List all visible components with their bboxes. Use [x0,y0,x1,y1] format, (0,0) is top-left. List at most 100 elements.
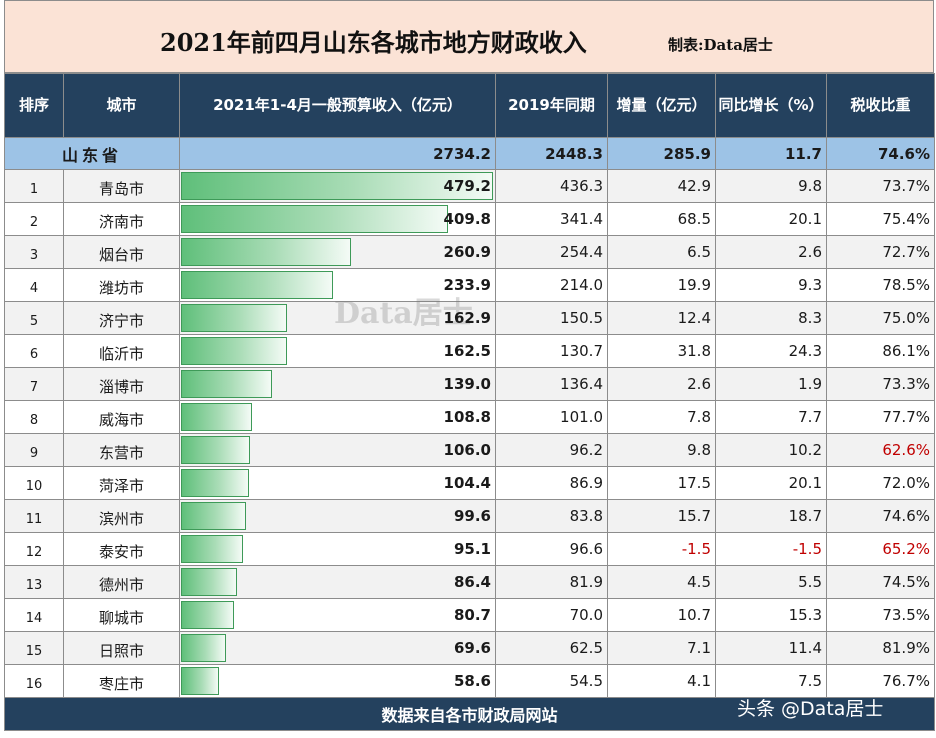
city-cell: 济宁市 [63,301,180,335]
table-row: 4 潍坊市 233.9 214.0 19.9 9.3 78.5% [4,268,935,302]
rank-cell: 11 [4,499,64,533]
increase-cell: 7.8 [607,400,716,434]
prev-cell: 83.8 [495,499,608,533]
growth-cell: 15.3 [715,598,827,632]
rank-cell: 14 [4,598,64,632]
revenue-bar [181,568,237,596]
revenue-bar [181,337,287,365]
growth-cell: 18.7 [715,499,827,533]
revenue-value: 86.4 [453,573,491,591]
growth-cell: 7.7 [715,400,827,434]
revenue-bar [181,535,243,563]
city-cell: 菏泽市 [63,466,180,500]
rank-cell: 2 [4,202,64,236]
header-row: 排序 城市 2021年1-4月一般预算收入（亿元） 2019年同期 增量（亿元）… [4,73,935,138]
increase-cell: -1.5 [607,532,716,566]
increase-cell: 17.5 [607,466,716,500]
revenue-value: 95.1 [453,540,491,558]
tax-ratio-cell: 75.0% [826,301,935,335]
revenue-cell: 139.0 [179,367,496,401]
chart-frame: 2021年前四月山东各城市地方财政收入 制表:Data居士 排序 城市 2021… [4,0,935,738]
table-row: 9 东营市 106.0 96.2 9.8 10.2 62.6% [4,433,935,467]
revenue-bar [181,172,493,200]
table-row: 7 淄博市 139.0 136.4 2.6 1.9 73.3% [4,367,935,401]
tax-ratio-cell: 73.3% [826,367,935,401]
table-row: 8 威海市 108.8 101.0 7.8 7.7 77.7% [4,400,935,434]
table-row: 13 德州市 86.4 81.9 4.5 5.5 74.5% [4,565,935,599]
revenue-cell: 80.7 [179,598,496,632]
increase-cell: 12.4 [607,301,716,335]
revenue-cell: 479.2 [179,169,496,203]
revenue-bar [181,502,246,530]
footer-row: 数据来自各市财政局网站 [4,697,935,731]
revenue-value: 409.8 [443,210,491,228]
revenue-cell: 260.9 [179,235,496,269]
header-increase: 增量（亿元） [607,73,716,138]
table-row: 16 枣庄市 58.6 54.5 4.1 7.5 76.7% [4,664,935,698]
prev-cell: 86.9 [495,466,608,500]
revenue-cell: 69.6 [179,631,496,665]
increase-cell: 31.8 [607,334,716,368]
tax-ratio-cell: 62.6% [826,433,935,467]
revenue-value: 139.0 [443,375,491,393]
revenue-cell: 104.4 [179,466,496,500]
prev-cell: 54.5 [495,664,608,698]
maker-label: 制表:Data居士 [668,36,773,54]
table-row: 3 烟台市 260.9 254.4 6.5 2.6 72.7% [4,235,935,269]
table-row: 6 临沂市 162.5 130.7 31.8 24.3 86.1% [4,334,935,368]
growth-cell: 9.3 [715,268,827,302]
header-tax-ratio: 税收比重 [826,73,935,138]
header-city: 城市 [63,73,180,138]
revenue-value: 99.6 [453,507,491,525]
table-row: 10 菏泽市 104.4 86.9 17.5 20.1 72.0% [4,466,935,500]
header-revenue: 2021年1-4月一般预算收入（亿元） [179,73,496,138]
revenue-bar [181,238,351,266]
revenue-value: 162.9 [443,309,491,327]
tax-ratio-cell: 75.4% [826,202,935,236]
growth-cell: 8.3 [715,301,827,335]
growth-cell: 5.5 [715,565,827,599]
header-rank: 排序 [4,73,64,138]
revenue-bar [181,304,287,332]
revenue-value: 104.4 [443,474,491,492]
revenue-cell: 86.4 [179,565,496,599]
province-revenue: 2734.2 [179,137,496,170]
province-row: 山东省 2734.2 2448.3 285.9 11.7 74.6% [4,137,935,170]
table-row: 11 滨州市 99.6 83.8 15.7 18.7 74.6% [4,499,935,533]
increase-cell: 9.8 [607,433,716,467]
revenue-cell: 99.6 [179,499,496,533]
growth-cell: 9.8 [715,169,827,203]
increase-cell: 6.5 [607,235,716,269]
prev-cell: 70.0 [495,598,608,632]
table-row: 14 聊城市 80.7 70.0 10.7 15.3 73.5% [4,598,935,632]
revenue-bar [181,601,234,629]
prev-cell: 96.6 [495,532,608,566]
province-increase: 285.9 [607,137,716,170]
province-tax-ratio: 74.6% [826,137,935,170]
prev-cell: 81.9 [495,565,608,599]
rank-cell: 1 [4,169,64,203]
tax-ratio-cell: 78.5% [826,268,935,302]
revenue-bar [181,271,333,299]
title-bar: 2021年前四月山东各城市地方财政收入 制表:Data居士 [4,0,934,73]
table-row: 15 日照市 69.6 62.5 7.1 11.4 81.9% [4,631,935,665]
table-row: 12 泰安市 95.1 96.6 -1.5 -1.5 65.2% [4,532,935,566]
rank-cell: 13 [4,565,64,599]
tax-ratio-cell: 74.5% [826,565,935,599]
tax-ratio-cell: 73.5% [826,598,935,632]
revenue-value: 106.0 [443,441,491,459]
revenue-cell: 58.6 [179,664,496,698]
prev-cell: 136.4 [495,367,608,401]
revenue-cell: 95.1 [179,532,496,566]
increase-cell: 19.9 [607,268,716,302]
rank-cell: 6 [4,334,64,368]
growth-cell: 20.1 [715,466,827,500]
growth-cell: 11.4 [715,631,827,665]
rank-cell: 7 [4,367,64,401]
prev-cell: 214.0 [495,268,608,302]
tax-ratio-cell: 81.9% [826,631,935,665]
prev-cell: 150.5 [495,301,608,335]
revenue-value: 69.6 [453,639,491,657]
revenue-bar [181,667,219,695]
increase-cell: 10.7 [607,598,716,632]
